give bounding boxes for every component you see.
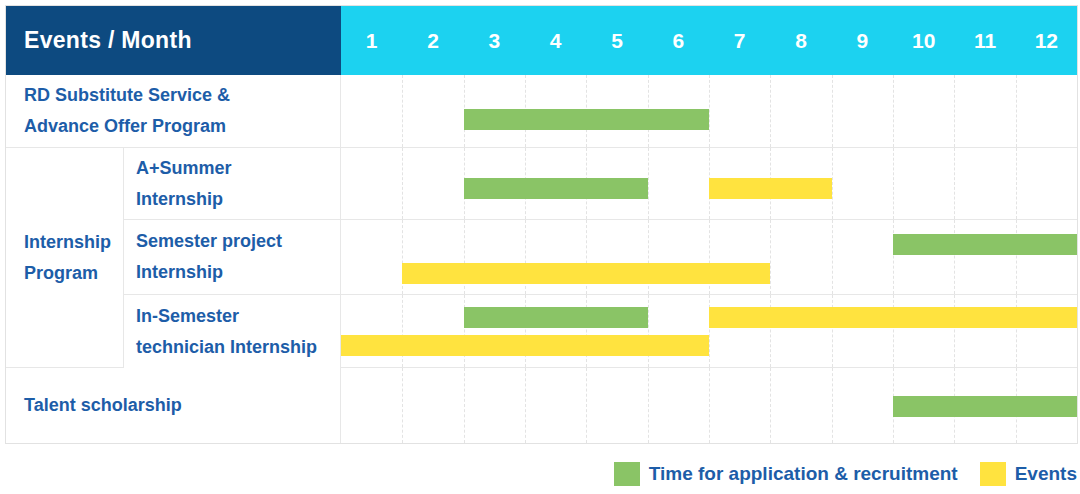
- gantt-track: [341, 148, 1077, 220]
- month-gridline: [954, 148, 955, 219]
- gantt-bar-application: [464, 109, 709, 130]
- gantt-bar-event: [709, 307, 1077, 328]
- month-gridline: [770, 75, 771, 147]
- gantt-track: [341, 368, 1077, 443]
- legend: Time for application & recruitment Event…: [614, 460, 1077, 488]
- month-gridline: [893, 148, 894, 219]
- gantt-bar-event: [709, 178, 832, 199]
- month-header-1: 1: [341, 6, 402, 75]
- month-gridline: [1016, 295, 1017, 367]
- month-gridline: [893, 220, 894, 294]
- month-gridline: [832, 148, 833, 219]
- month-header-11: 11: [954, 6, 1015, 75]
- month-header-9: 9: [832, 6, 893, 75]
- month-gridline: [464, 295, 465, 367]
- month-gridline: [525, 368, 526, 443]
- gantt-track: [341, 75, 1077, 148]
- legend-item-application: Time for application & recruitment: [614, 462, 958, 486]
- month-gridline: [832, 75, 833, 147]
- row-label-a-plus-summer-internship: A+Summer Internship: [124, 148, 341, 220]
- month-gridline: [709, 368, 710, 443]
- month-header-7: 7: [709, 6, 770, 75]
- gantt-bar-application: [464, 307, 648, 328]
- month-gridline: [402, 148, 403, 219]
- legend-swatch-application: [614, 462, 640, 486]
- month-gridline: [954, 220, 955, 294]
- month-gridline: [586, 295, 587, 367]
- month-gridline: [1016, 148, 1017, 219]
- month-gridline: [402, 75, 403, 147]
- month-header-10: 10: [893, 6, 954, 75]
- month-gridline: [832, 220, 833, 294]
- month-gridline: [648, 148, 649, 219]
- month-header-3: 3: [464, 6, 525, 75]
- gantt-track: [341, 295, 1077, 368]
- month-gridline: [893, 295, 894, 367]
- month-gridline: [525, 295, 526, 367]
- month-gridline: [954, 75, 955, 147]
- legend-swatch-events: [980, 462, 1006, 486]
- month-gridline: [770, 295, 771, 367]
- month-gridline: [893, 75, 894, 147]
- month-header-5: 5: [586, 6, 647, 75]
- month-gridline: [709, 75, 710, 147]
- group-label-internship-program: Internship Program: [6, 148, 124, 368]
- gantt-bar-event: [402, 263, 770, 284]
- month-header-4: 4: [525, 6, 586, 75]
- month-gridline: [1016, 75, 1017, 147]
- month-gridline: [832, 368, 833, 443]
- header-corner-label: Events / Month: [24, 27, 192, 54]
- legend-label-application: Time for application & recruitment: [649, 463, 958, 485]
- row-label-rd-substitute-service: RD Substitute Service & Advance Offer Pr…: [6, 75, 341, 148]
- month-gridline: [770, 368, 771, 443]
- month-gridline: [402, 368, 403, 443]
- month-gridline: [832, 295, 833, 367]
- month-gridline: [648, 368, 649, 443]
- month-header-6: 6: [648, 6, 709, 75]
- gantt-bar-event: [341, 335, 709, 356]
- gantt-chart-canvas: Events / Month RD Substitute Service & A…: [0, 0, 1080, 494]
- month-gridline: [770, 220, 771, 294]
- month-header-12: 12: [1016, 6, 1077, 75]
- legend-label-events: Events: [1015, 463, 1077, 485]
- gantt-bar-application: [893, 396, 1077, 417]
- gantt-bar-application: [464, 178, 648, 199]
- row-label-semester-project-internship: Semester project Internship: [124, 220, 341, 295]
- month-gridline: [586, 368, 587, 443]
- month-header-8: 8: [770, 6, 831, 75]
- header-corner-cell: Events / Month: [6, 6, 341, 75]
- month-gridline: [1016, 220, 1017, 294]
- month-header-2: 2: [402, 6, 463, 75]
- row-label-in-semester-technician-internship: In-Semester technician Internship: [124, 295, 341, 368]
- month-gridline: [402, 295, 403, 367]
- row-label-talent-scholarship: Talent scholarship: [6, 368, 341, 443]
- month-gridline: [709, 295, 710, 367]
- gantt-track: [341, 220, 1077, 295]
- gantt-bar-application: [893, 234, 1077, 255]
- month-gridline: [464, 368, 465, 443]
- month-gridline: [648, 295, 649, 367]
- legend-item-events: Events: [980, 462, 1077, 486]
- gantt-table: Events / Month RD Substitute Service & A…: [5, 5, 1078, 444]
- month-gridline: [954, 295, 955, 367]
